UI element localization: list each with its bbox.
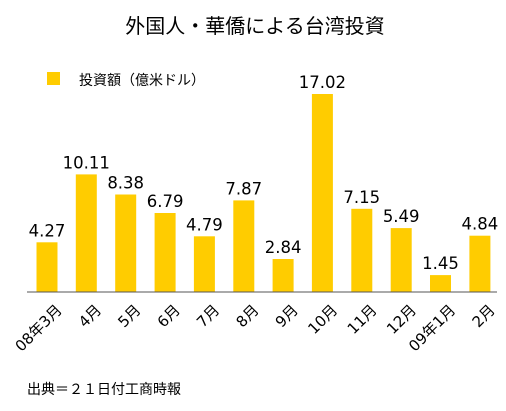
bar bbox=[311, 94, 333, 292]
bars-layer bbox=[36, 94, 491, 292]
bar bbox=[351, 208, 373, 292]
bar bbox=[115, 194, 137, 292]
bar-value-label: 8.38 bbox=[107, 174, 144, 193]
x-tick-label: 5月 bbox=[114, 301, 144, 331]
bar bbox=[390, 228, 412, 292]
bar bbox=[469, 235, 491, 292]
bar-value-label: 1.45 bbox=[422, 254, 459, 273]
chart-title: 外国人・華僑による台湾投資 bbox=[125, 14, 384, 38]
x-tick-label: 10月 bbox=[304, 301, 341, 338]
bar-value-label: 5.49 bbox=[383, 207, 420, 226]
legend-label: 投資額（億米ドル） bbox=[79, 73, 205, 89]
bar bbox=[154, 213, 176, 292]
bar bbox=[36, 242, 58, 292]
x-tick-label: 4月 bbox=[75, 301, 105, 331]
bar-value-label: 17.02 bbox=[299, 73, 346, 92]
bar-value-label: 7.15 bbox=[343, 188, 380, 207]
bar-value-label: 10.11 bbox=[63, 153, 110, 172]
bar bbox=[272, 259, 294, 292]
x-tick-label: 7月 bbox=[193, 301, 223, 331]
bar-value-label: 4.84 bbox=[462, 215, 499, 234]
bar-value-label: 4.79 bbox=[186, 215, 223, 234]
x-tick-label: 8月 bbox=[232, 301, 262, 331]
bar-value-label: 6.79 bbox=[147, 192, 184, 211]
bar bbox=[233, 200, 255, 292]
bar bbox=[193, 236, 215, 292]
bar bbox=[75, 174, 97, 292]
x-tick-label: 2月 bbox=[469, 301, 499, 331]
legend-swatch bbox=[47, 72, 60, 85]
legend: 投資額（億米ドル） bbox=[47, 72, 205, 89]
bar-value-label: 7.87 bbox=[225, 179, 262, 198]
value-labels-layer: 4.27 10.11 8.386.794.797.87 2.84 17.02 7.155.… bbox=[29, 73, 499, 273]
x-tick-label: 11月 bbox=[344, 301, 381, 338]
bar bbox=[430, 275, 451, 292]
x-tick-label: 08年3月 bbox=[12, 301, 66, 355]
source-note: 出典＝２１日付工商時報 bbox=[27, 382, 181, 398]
x-tick-label: 6月 bbox=[154, 301, 184, 331]
bar-value-label: 4.27 bbox=[29, 221, 66, 240]
bar-value-label: 2.84 bbox=[265, 238, 302, 257]
x-tick-label: 9月 bbox=[272, 301, 302, 331]
